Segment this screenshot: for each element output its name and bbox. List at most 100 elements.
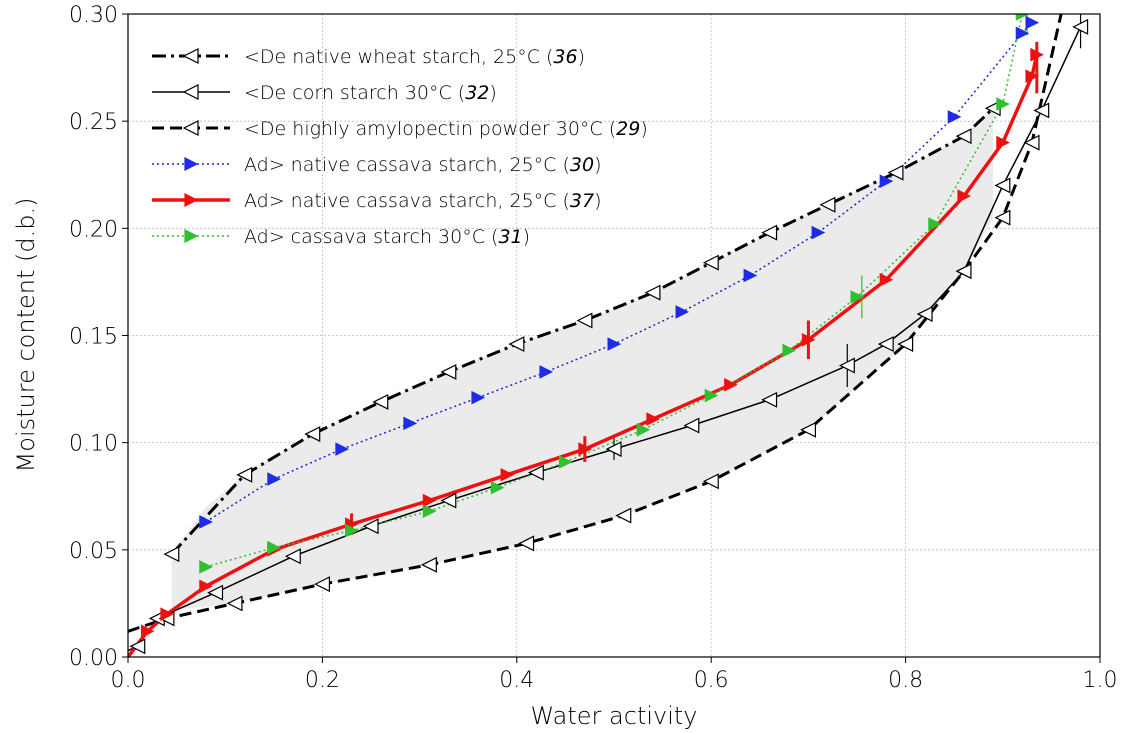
legend-label: Ad> native cassava starch, 25°C (37): [244, 190, 602, 212]
series-marker: [683, 417, 700, 434]
y-axis-label: Moisture content (d.b.): [12, 198, 40, 473]
series-marker: [879, 272, 894, 287]
series-marker: [838, 357, 855, 374]
series-marker: [403, 416, 417, 431]
legend-marker: [182, 120, 199, 136]
series-marker: [207, 584, 224, 601]
series-marker: [605, 441, 622, 458]
series-marker: [1023, 134, 1040, 151]
series-marker: [199, 515, 213, 529]
series-marker: [199, 579, 213, 594]
series-marker: [1025, 15, 1040, 30]
legend-label: <De highly amylopectin powder 30°C (29): [244, 118, 648, 140]
x-axis-ticks: 0.0 0.2 0.4 0.6 0.8 1.0: [111, 657, 1118, 693]
x-tick-label: 0.8: [888, 668, 923, 693]
series-markers: [129, 14, 1089, 655]
series-marker: [761, 391, 778, 408]
series-marker: [675, 305, 690, 319]
series-marker: [304, 426, 321, 443]
shaded-region: [171, 108, 994, 610]
series-marker: [897, 336, 914, 353]
series-marker: [440, 492, 457, 509]
series-marker: [1072, 18, 1089, 35]
series-marker: [877, 336, 894, 353]
series-marker: [996, 135, 1010, 150]
series-marker: [607, 337, 622, 351]
series-marker: [1015, 14, 1030, 21]
series-marker: [527, 464, 544, 481]
series-marker: [1025, 69, 1040, 83]
series-marker: [471, 390, 486, 405]
legend-marker: [184, 229, 199, 243]
series-marker: [916, 306, 933, 323]
series-marker: [1015, 26, 1030, 41]
series-marker: [226, 595, 243, 612]
series-marker: [500, 468, 515, 482]
series-marker: [422, 493, 437, 508]
series-marker: [994, 177, 1011, 194]
series-marker: [615, 507, 632, 524]
legend-marker: [184, 157, 199, 171]
series-marker: [440, 363, 457, 380]
series-marker: [267, 540, 281, 555]
series-marker: [702, 254, 719, 271]
series-marker: [345, 523, 359, 538]
legend-marker: [184, 193, 199, 207]
series-marker: [636, 422, 651, 437]
series-marker: [887, 164, 904, 181]
series-marker: [800, 421, 816, 438]
shaded-area: [171, 108, 994, 610]
series-marker: [1030, 47, 1044, 62]
legend-label: <De native wheat starch, 25°C (36): [244, 46, 585, 68]
y-tick-label: 0.05: [69, 539, 118, 564]
legend-label: <De corn starch 30°C (32): [244, 82, 497, 104]
series-marker: [129, 638, 146, 655]
series-marker: [955, 263, 972, 280]
series-marker: [955, 128, 972, 145]
series-marker: [199, 560, 213, 574]
series-line: [128, 26, 1082, 652]
series-marker: [284, 548, 301, 565]
y-tick-label: 0.10: [69, 432, 118, 457]
x-axis-label: Water activity: [530, 702, 697, 730]
series-marker: [372, 393, 389, 410]
legend-marker: [182, 48, 199, 64]
legend: <De native wheat starch, 25°C (36) <De co…: [152, 46, 648, 248]
y-tick-label: 0.25: [69, 110, 118, 135]
series-marker: [704, 388, 719, 403]
series-marker: [819, 196, 836, 213]
series-marker: [160, 607, 174, 621]
x-tick-label: 0.0: [111, 668, 146, 693]
x-tick-label: 0.4: [499, 668, 534, 693]
legend-label: Ad> native cassava starch, 25°C (30): [244, 154, 602, 176]
legend-marker: [182, 84, 199, 100]
series-marker: [644, 284, 661, 301]
series-marker: [811, 225, 826, 240]
series-marker: [335, 442, 349, 456]
series-marker: [267, 472, 281, 486]
x-tick-label: 0.2: [305, 668, 340, 693]
series-marker: [782, 343, 797, 358]
series-marker: [422, 504, 437, 519]
series-line: [128, 14, 1063, 633]
series-marker: [850, 290, 865, 304]
series-marker: [362, 518, 379, 535]
series-marker: [724, 377, 738, 392]
series-marker: [518, 535, 535, 552]
series-marker: [558, 455, 573, 469]
series-marker: [163, 546, 180, 563]
y-tick-label: 0.15: [69, 325, 118, 350]
series-marker: [957, 189, 972, 203]
x-tick-label: 0.6: [694, 668, 729, 693]
y-axis-ticks: 0.00 0.05 0.10 0.15 0.20 0.25 0.30: [69, 3, 128, 671]
series-marker: [994, 209, 1011, 226]
series-marker: [236, 466, 253, 483]
series-marker: [646, 412, 660, 426]
y-tick-label: 0.30: [69, 3, 118, 28]
y-tick-label: 0.00: [69, 646, 118, 671]
series-marker: [743, 268, 758, 283]
series-marker: [928, 217, 942, 231]
x-tick-label: 1.0: [1083, 668, 1118, 693]
series-marker: [420, 556, 437, 573]
